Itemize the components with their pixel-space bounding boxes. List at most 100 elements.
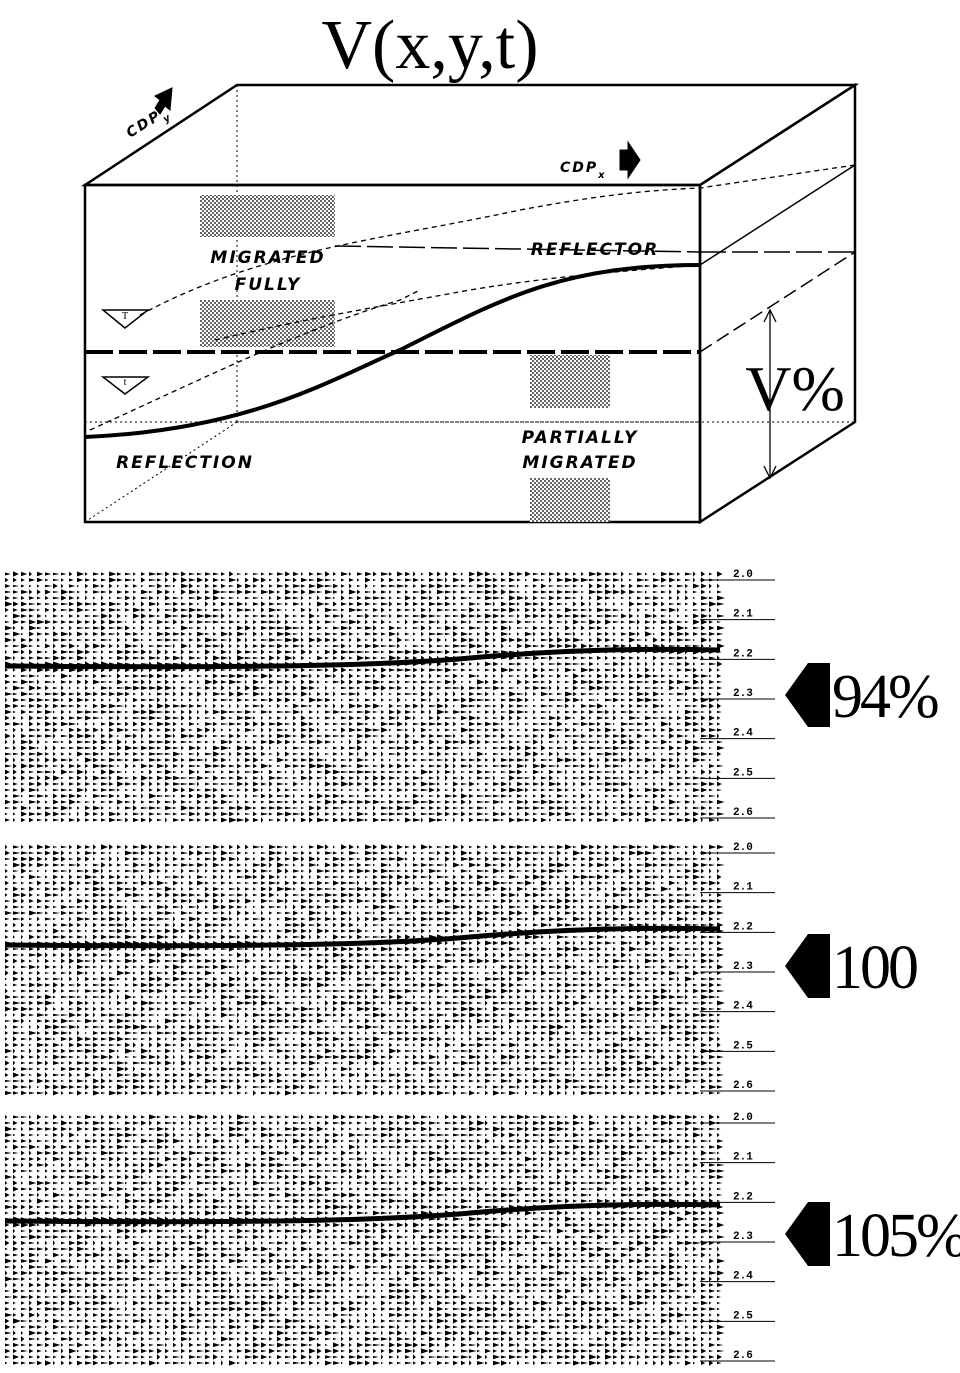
label: REFLECTION bbox=[116, 453, 254, 473]
shaded-block bbox=[200, 300, 335, 347]
time-label: 2.6 bbox=[733, 1350, 753, 1362]
trace-row bbox=[5, 1024, 720, 1030]
trace-row bbox=[5, 1258, 725, 1264]
trace-row bbox=[5, 1264, 720, 1270]
trace-row bbox=[5, 577, 720, 583]
trace-row bbox=[5, 982, 722, 988]
reflection-path bbox=[214, 264, 701, 341]
trace-row bbox=[5, 799, 725, 805]
cdp-y-arrow bbox=[154, 87, 173, 115]
trace-row bbox=[5, 1192, 723, 1198]
reflector-curve bbox=[84, 263, 701, 439]
trace-row bbox=[5, 970, 721, 976]
trace-row bbox=[5, 595, 725, 601]
time-label: 2.1 bbox=[733, 609, 753, 621]
trace-row bbox=[5, 1288, 722, 1294]
time-label: 2.0 bbox=[733, 569, 753, 581]
shaded-block bbox=[530, 478, 610, 522]
time-label: 2.4 bbox=[733, 1001, 753, 1013]
reflection-path bbox=[89, 289, 421, 431]
arrow bbox=[785, 663, 830, 727]
v-percent: V% bbox=[745, 353, 845, 424]
trace-row bbox=[5, 637, 723, 643]
marker bbox=[100, 376, 151, 395]
cdp-x-label: CDPx bbox=[560, 160, 607, 181]
trace-row bbox=[5, 721, 721, 727]
percent-label: 94% bbox=[832, 663, 938, 731]
trace-row bbox=[5, 958, 720, 964]
trace-row bbox=[5, 1000, 725, 1006]
trace-row bbox=[5, 697, 720, 703]
trace-row bbox=[5, 613, 725, 619]
trace-row bbox=[5, 787, 723, 793]
trace-row bbox=[5, 1246, 719, 1252]
reflector-event bbox=[4, 1201, 721, 1225]
seismic-panels: 2.02.12.22.32.42.52.694%2.02.12.22.32.42… bbox=[4, 569, 960, 1366]
trace-row bbox=[5, 751, 722, 757]
cdp-sub: x bbox=[597, 170, 606, 181]
trace-row bbox=[5, 1090, 721, 1096]
seismic-panel: 2.0 2.1 2.2 2.3 2.4 2.5 2.6 94% bbox=[4, 569, 941, 823]
trace-row bbox=[5, 685, 723, 691]
trace-row bbox=[5, 1276, 720, 1282]
trace-row bbox=[5, 793, 720, 799]
trace-row bbox=[5, 1354, 722, 1360]
trace-row bbox=[5, 1120, 723, 1126]
trace-row bbox=[5, 631, 724, 637]
trace-row bbox=[5, 1306, 720, 1312]
time-label: 2.6 bbox=[733, 807, 753, 819]
trace-row bbox=[5, 661, 723, 667]
trace-row bbox=[5, 1324, 725, 1330]
trace-row bbox=[5, 898, 722, 904]
trace-row bbox=[5, 739, 723, 745]
trace-row bbox=[5, 619, 721, 625]
arrow bbox=[785, 1202, 830, 1266]
trace-row bbox=[5, 1228, 720, 1234]
trace-row bbox=[5, 934, 723, 940]
marker-label: t bbox=[124, 377, 127, 388]
trace-row bbox=[5, 1216, 720, 1222]
trace-row bbox=[5, 583, 720, 589]
trace-row bbox=[5, 1168, 725, 1174]
marker-label: T bbox=[122, 311, 128, 322]
trace-row bbox=[5, 1030, 720, 1036]
trace-row bbox=[5, 625, 725, 631]
trace-row bbox=[5, 916, 721, 922]
trace-row bbox=[5, 1072, 724, 1078]
label: FULLY bbox=[235, 275, 302, 295]
time-label: 2.4 bbox=[733, 1271, 753, 1283]
time-label: 2.3 bbox=[733, 1231, 753, 1243]
trace-row bbox=[5, 811, 725, 817]
box-diagram: V(x,y,t) bbox=[80, 7, 860, 525]
trace-row bbox=[5, 1240, 721, 1246]
arrow bbox=[785, 934, 830, 998]
shaded-block bbox=[530, 355, 610, 408]
trace-row bbox=[5, 952, 724, 958]
trace-row bbox=[5, 1282, 724, 1288]
time-label: 2.4 bbox=[733, 728, 753, 740]
trace-row bbox=[5, 1066, 721, 1072]
datum-line bbox=[699, 251, 856, 353]
trace-row bbox=[5, 691, 722, 697]
shaded-block bbox=[200, 195, 335, 237]
trace-row bbox=[5, 1180, 723, 1186]
trace-row bbox=[5, 856, 720, 862]
trace-row bbox=[5, 817, 720, 823]
box-labels: CDPy CDPx MIGRATED FULLY REFLECTOR REFLE… bbox=[116, 108, 845, 473]
trace-row bbox=[5, 1198, 721, 1204]
trace-row bbox=[5, 1054, 724, 1060]
trace-row bbox=[5, 589, 722, 595]
label: MIGRATED bbox=[210, 248, 325, 268]
trace-row bbox=[5, 1270, 725, 1276]
trace-row bbox=[5, 1018, 720, 1024]
title: V(x,y,t) bbox=[321, 7, 538, 84]
trace-row bbox=[5, 781, 722, 787]
trace-row bbox=[5, 1252, 721, 1258]
time-label: 2.3 bbox=[733, 688, 753, 700]
trace-row bbox=[5, 763, 724, 769]
time-label: 2.3 bbox=[733, 961, 753, 973]
trace-row bbox=[5, 1048, 725, 1054]
time-label: 2.5 bbox=[733, 1040, 753, 1052]
box-side bbox=[698, 82, 857, 525]
trace-row bbox=[5, 1060, 722, 1066]
